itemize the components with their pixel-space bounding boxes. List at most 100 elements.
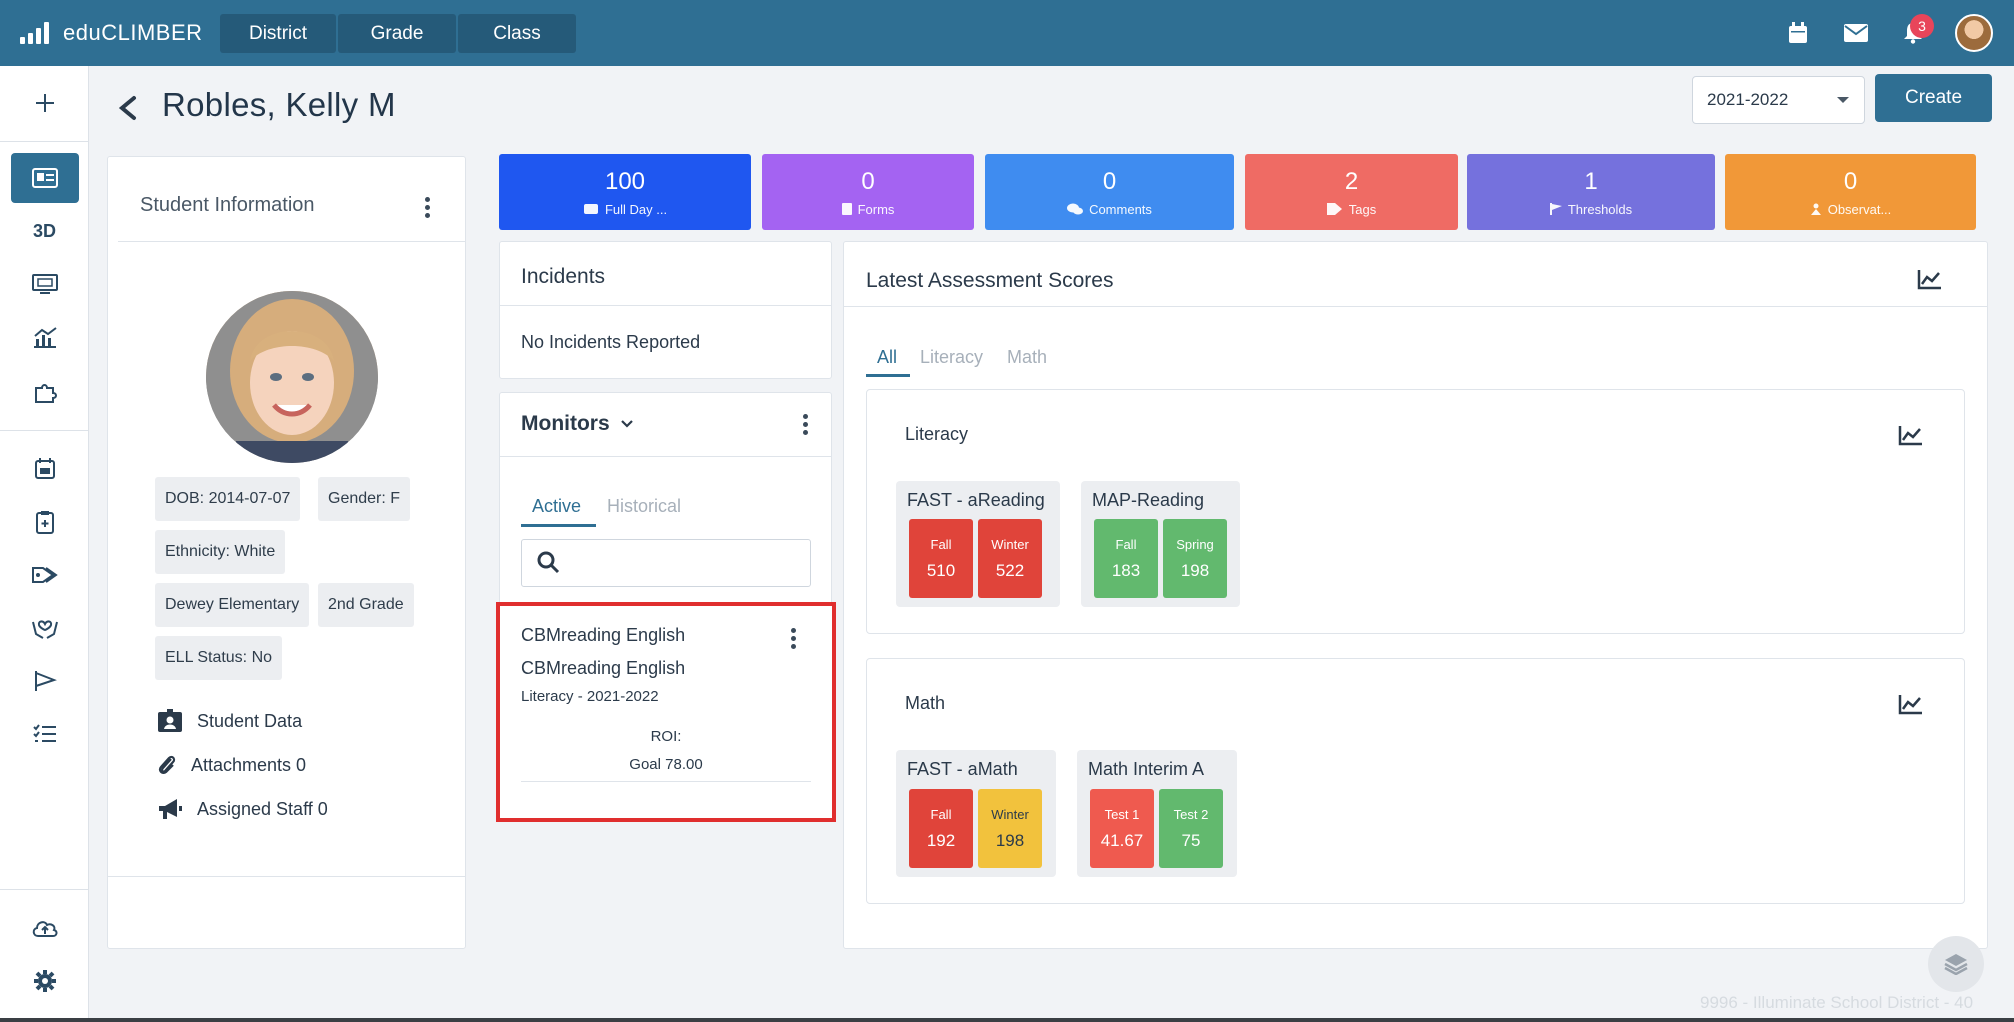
- tile-comments[interactable]: 0 Comments: [985, 154, 1234, 230]
- attachments-link[interactable]: Attachments 0: [157, 753, 306, 777]
- app-logo[interactable]: eduCLIMBER: [20, 18, 203, 48]
- scope-tabs: District Grade Class: [220, 14, 576, 53]
- test-name: FAST - aMath: [907, 759, 1018, 779]
- calendar-icon[interactable]: [1783, 18, 1813, 48]
- tile-label: Thresholds: [1567, 201, 1633, 217]
- incidents-card: [499, 241, 832, 379]
- tile-full-day[interactable]: 100 Full Day ...: [499, 154, 751, 230]
- score-label: Winter: [991, 806, 1029, 822]
- page-title: Robles, Kelly M: [162, 86, 396, 123]
- analytics-icon[interactable]: [0, 313, 89, 363]
- tab-historical[interactable]: Historical: [607, 496, 682, 516]
- score-tile[interactable]: Fall 192: [909, 789, 973, 868]
- monitor-item-title: CBMreading English: [521, 625, 686, 645]
- tab-all[interactable]: All: [877, 347, 898, 367]
- clipboard-icon[interactable]: [0, 497, 89, 547]
- tile-observations[interactable]: 0 Observat...: [1725, 154, 1976, 230]
- create-button[interactable]: Create: [1875, 74, 1992, 122]
- user-avatar[interactable]: [1955, 14, 1993, 52]
- score-tile[interactable]: Fall 183: [1094, 519, 1158, 598]
- monitor-search-input[interactable]: [521, 539, 811, 587]
- tab-active[interactable]: Active: [532, 496, 582, 516]
- cloud-upload-icon[interactable]: [0, 903, 89, 953]
- monitors-menu-icon[interactable]: [800, 414, 810, 435]
- id-badge-icon: [158, 709, 182, 732]
- tile-label: Comments: [1089, 201, 1152, 217]
- card-divider: [118, 241, 465, 242]
- tile-forms[interactable]: 0 Forms: [762, 154, 974, 230]
- tab-literacy[interactable]: Literacy: [920, 347, 984, 367]
- back-chevron-icon[interactable]: [116, 88, 140, 128]
- test-name: Math Interim A: [1088, 759, 1205, 779]
- sidebar-divider: [0, 889, 89, 890]
- tab-grade[interactable]: Grade: [338, 14, 456, 53]
- logo-bars-icon: [20, 22, 49, 44]
- monitor-item[interactable]: [496, 602, 836, 822]
- gear-icon[interactable]: [0, 956, 89, 1006]
- score-value: 198: [1180, 560, 1210, 580]
- form-icon: [841, 203, 852, 215]
- score-tile[interactable]: Test 1 41.67: [1090, 789, 1154, 868]
- score-value: 183: [1111, 560, 1141, 580]
- assigned-staff-label: Assigned Staff 0: [197, 798, 328, 819]
- student-data-link[interactable]: Student Data: [157, 709, 302, 733]
- tile-value: 0: [1843, 167, 1858, 195]
- score-label: Test 2: [1173, 806, 1209, 822]
- sidebar: [0, 66, 89, 1022]
- gender-chip: Gender: F: [318, 477, 411, 521]
- flag-icon[interactable]: [0, 656, 89, 706]
- trend-chart-icon[interactable]: [1898, 693, 1924, 715]
- tile-value: 0: [1102, 167, 1117, 195]
- hands-heart-icon[interactable]: [0, 603, 89, 653]
- monitor-item-divider: [521, 781, 811, 782]
- school-year-select[interactable]: 2021-2022: [1692, 76, 1865, 124]
- flag-icon: [1549, 203, 1562, 215]
- trend-chart-icon[interactable]: [1898, 424, 1924, 446]
- window-bottom-edge: [0, 1018, 2014, 1022]
- tile-tags[interactable]: 2 Tags: [1245, 154, 1458, 230]
- add-icon[interactable]: [0, 78, 89, 128]
- tile-value: 1: [1584, 167, 1598, 195]
- checklist-icon[interactable]: [0, 709, 89, 759]
- mail-icon[interactable]: [1841, 18, 1871, 48]
- student-card-icon[interactable]: [11, 153, 79, 203]
- assigned-staff-link[interactable]: Assigned Staff 0: [157, 797, 328, 821]
- sidebar-item-3d[interactable]: 3D: [32, 220, 56, 241]
- score-label: Spring: [1176, 536, 1214, 552]
- layers-icon[interactable]: [1928, 936, 1984, 992]
- active-tab-underline: [521, 524, 596, 527]
- assessment-title: Latest Assessment Scores: [866, 269, 1114, 292]
- monitor-item-menu-icon[interactable]: [788, 628, 798, 649]
- group-title-literacy: Literacy: [905, 424, 969, 444]
- tab-district[interactable]: District: [220, 14, 336, 53]
- presentation-icon[interactable]: [0, 260, 89, 310]
- student-data-label: Student Data: [197, 710, 303, 731]
- puzzle-icon[interactable]: [0, 367, 89, 417]
- card-divider: [500, 456, 831, 457]
- score-tile[interactable]: Winter 522: [978, 519, 1042, 598]
- score-label: Fall: [930, 806, 952, 822]
- calendar-check-icon[interactable]: [0, 443, 89, 493]
- score-value: 75: [1181, 830, 1201, 850]
- score-value: 192: [926, 830, 956, 850]
- tab-class[interactable]: Class: [458, 14, 576, 53]
- school-year-value: 2021-2022: [1707, 90, 1789, 109]
- score-tile[interactable]: Winter 198: [978, 789, 1042, 868]
- sidebar-divider: [0, 141, 89, 142]
- group-title-math: Math: [905, 693, 946, 713]
- tile-value: 2: [1344, 167, 1359, 195]
- trend-chart-icon[interactable]: [1917, 268, 1943, 290]
- attendance-icon: [583, 204, 598, 214]
- tags-icon[interactable]: [0, 550, 89, 600]
- score-label: Fall: [1115, 536, 1137, 552]
- district-footer: 9996 - Illuminate School District - 40: [1700, 993, 1974, 1012]
- score-tile[interactable]: Fall 510: [909, 519, 973, 598]
- score-value: 522: [995, 560, 1025, 580]
- tab-math[interactable]: Math: [1007, 347, 1048, 367]
- ethnicity-chip: Ethnicity: White: [155, 530, 286, 574]
- score-tile[interactable]: Test 2 75: [1159, 789, 1223, 868]
- student-info-menu-icon[interactable]: [422, 197, 432, 218]
- score-tile[interactable]: Spring 198: [1163, 519, 1227, 598]
- monitors-dropdown[interactable]: Monitors: [521, 412, 634, 436]
- tile-thresholds[interactable]: 1 Thresholds: [1467, 154, 1715, 230]
